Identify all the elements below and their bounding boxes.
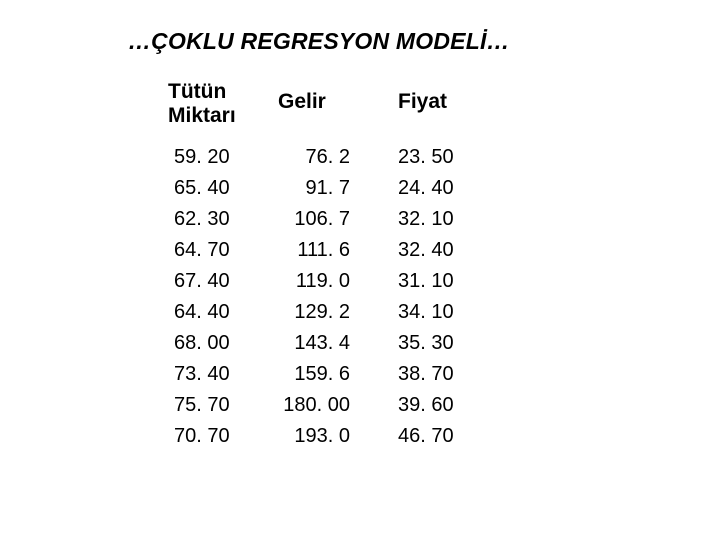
- table-cell: 106. 7: [278, 204, 398, 235]
- col-header-fiyat: Fiyat: [398, 80, 498, 128]
- table-cell: 64. 70: [168, 235, 278, 266]
- table-header-row: Tütün Miktarı Gelir Fiyat: [168, 80, 498, 128]
- table-cell: 68. 00: [168, 328, 278, 359]
- table-cell: 31. 10: [398, 266, 498, 297]
- table-cell: 62. 30: [168, 204, 278, 235]
- table-cell: 67. 40: [168, 266, 278, 297]
- col-tutun: 59. 20 65. 40 62. 30 64. 70 67. 40 64. 4…: [168, 142, 278, 452]
- slide-page: …ÇOKLU REGRESYON MODELİ… Tütün Miktarı G…: [0, 0, 720, 540]
- table-cell: 75. 70: [168, 390, 278, 421]
- col-fiyat: 23. 50 24. 40 32. 10 32. 40 31. 10 34. 1…: [398, 142, 498, 452]
- table-cell: 35. 30: [398, 328, 498, 359]
- table-cell: 65. 40: [168, 173, 278, 204]
- table-cell: 159. 6: [278, 359, 398, 390]
- table-cell: 38. 70: [398, 359, 498, 390]
- page-title: …ÇOKLU REGRESYON MODELİ…: [128, 28, 510, 55]
- col-header-tutun-line2: Miktarı: [168, 104, 236, 127]
- table-cell: 91. 7: [278, 173, 398, 204]
- table-cell: 180. 00: [278, 390, 398, 421]
- table-cell: 32. 40: [398, 235, 498, 266]
- table-body: 59. 20 65. 40 62. 30 64. 70 67. 40 64. 4…: [168, 142, 498, 452]
- table-cell: 129. 2: [278, 297, 398, 328]
- table-cell: 143. 4: [278, 328, 398, 359]
- table-cell: 34. 10: [398, 297, 498, 328]
- data-table: Tütün Miktarı Gelir Fiyat 59. 20 65. 40 …: [168, 80, 498, 452]
- table-cell: 193. 0: [278, 421, 398, 452]
- table-cell: 59. 20: [168, 142, 278, 173]
- col-header-gelir: Gelir: [278, 80, 398, 128]
- col-gelir: 76. 2 91. 7 106. 7 111. 6 119. 0 129. 2 …: [278, 142, 398, 452]
- table-cell: 32. 10: [398, 204, 498, 235]
- table-cell: 111. 6: [278, 235, 398, 266]
- col-header-tutun: Tütün Miktarı: [168, 80, 278, 128]
- table-cell: 70. 70: [168, 421, 278, 452]
- table-cell: 24. 40: [398, 173, 498, 204]
- table-cell: 76. 2: [278, 142, 398, 173]
- table-cell: 73. 40: [168, 359, 278, 390]
- col-header-tutun-line1: Tütün: [168, 80, 226, 103]
- table-cell: 23. 50: [398, 142, 498, 173]
- table-cell: 46. 70: [398, 421, 498, 452]
- table-cell: 119. 0: [278, 266, 398, 297]
- table-cell: 64. 40: [168, 297, 278, 328]
- table-cell: 39. 60: [398, 390, 498, 421]
